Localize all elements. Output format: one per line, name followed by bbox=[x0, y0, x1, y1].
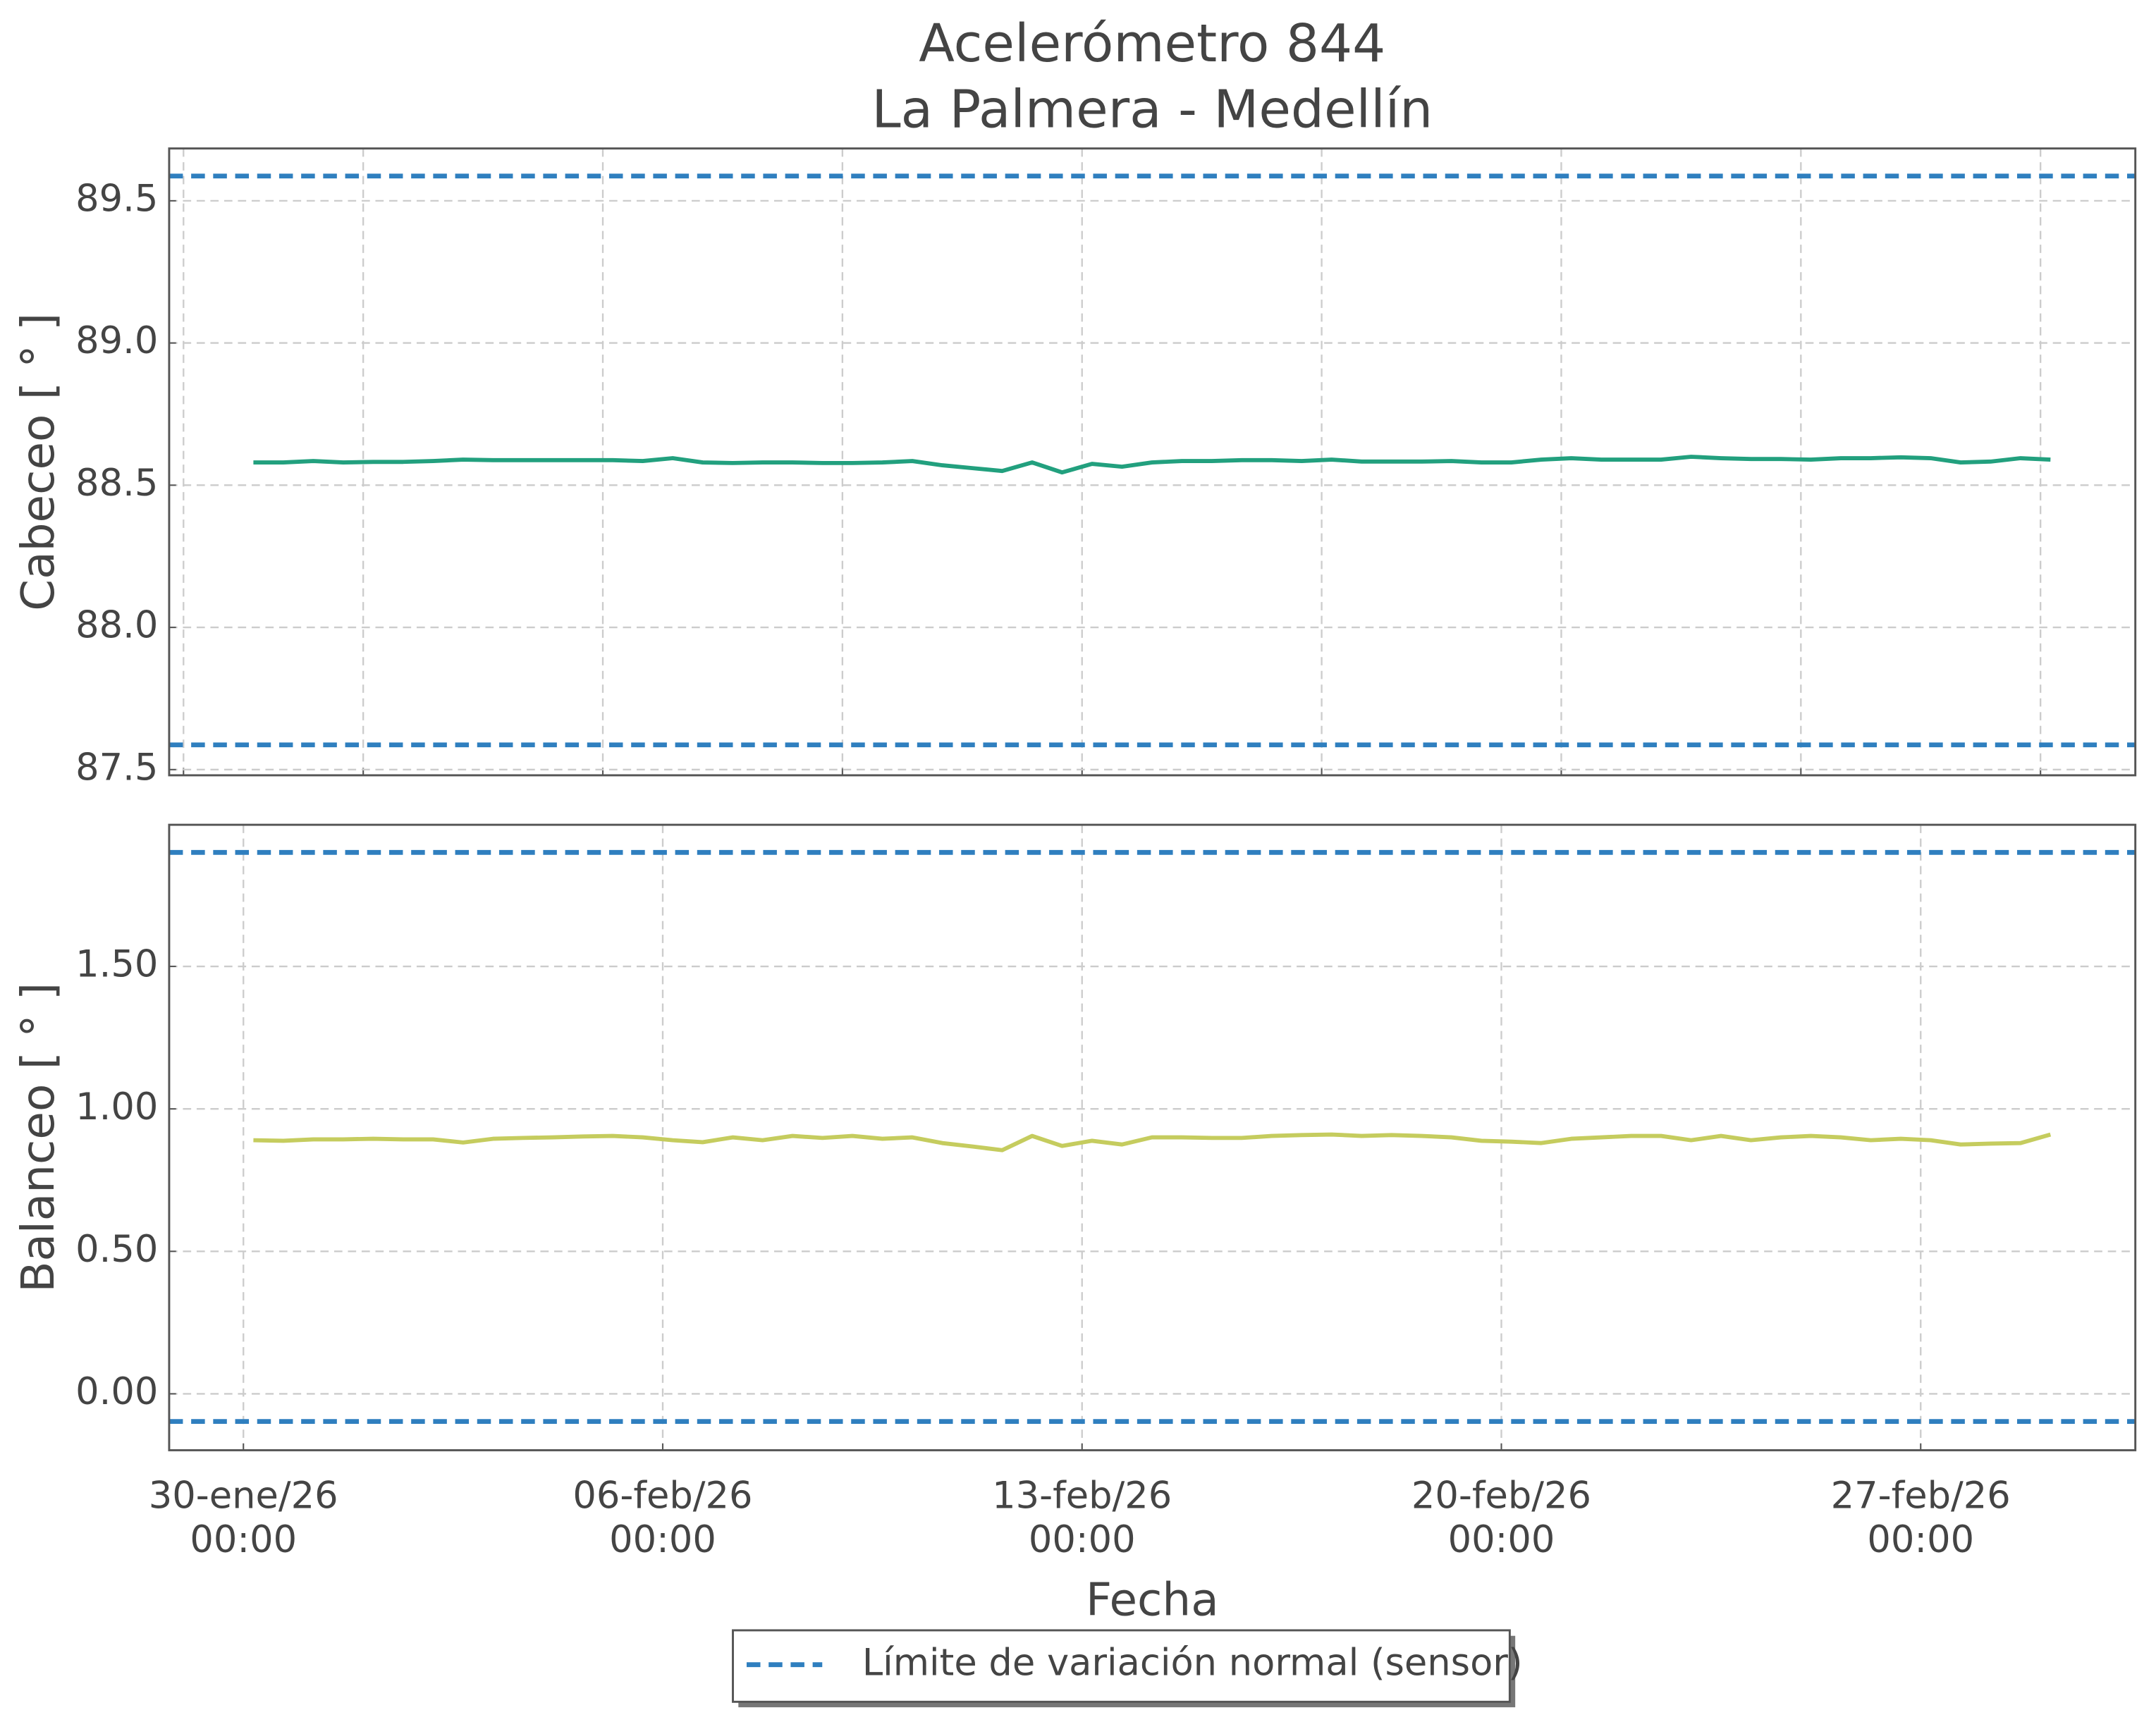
legend-label: Límite de variación normal (sensor) bbox=[862, 1641, 1523, 1684]
plot-frame bbox=[168, 147, 2137, 777]
y-tick-label: 1.00 bbox=[75, 1086, 158, 1128]
x-tick-label: 20-feb/26 00:00 bbox=[1411, 1475, 1592, 1562]
y-tick-label: 88.0 bbox=[75, 604, 158, 647]
x-tick-label-box: 27-feb/26 00:00 bbox=[1830, 1475, 2011, 1562]
x-tick-label-box: 30-ene/26 00:00 bbox=[148, 1475, 338, 1562]
y-axis-label: Balanceo [ ° ] bbox=[12, 983, 65, 1293]
plot-frame bbox=[168, 823, 2137, 1451]
chart-title: Acelerómetro 844 bbox=[919, 13, 1385, 74]
x-tick-label: 27-feb/26 00:00 bbox=[1830, 1475, 2011, 1562]
x-tick-label: 30-ene/26 00:00 bbox=[148, 1475, 338, 1562]
x-tick-label: 13-feb/26 00:00 bbox=[992, 1475, 1172, 1562]
y-tick-label: 89.0 bbox=[75, 319, 158, 362]
x-tick-label-box: 20-feb/26 00:00 bbox=[1411, 1475, 1592, 1562]
y-tick-label: 89.5 bbox=[75, 178, 158, 221]
x-axis-label: Fecha bbox=[1086, 1573, 1219, 1626]
y-tick-label: 87.5 bbox=[75, 746, 158, 789]
y-tick-label: 88.5 bbox=[75, 462, 158, 505]
y-tick-label: 1.50 bbox=[75, 943, 158, 986]
data-line bbox=[253, 1132, 2052, 1152]
chart-subtitle: La Palmera - Medellín bbox=[871, 79, 1433, 140]
y-tick-label: 0.50 bbox=[75, 1228, 158, 1271]
y-axis-label: Cabeceo [ ° ] bbox=[12, 313, 65, 611]
x-tick-label-box: 13-feb/26 00:00 bbox=[992, 1475, 1172, 1562]
data-line bbox=[253, 455, 2051, 475]
x-tick-label-box: 06-feb/26 00:00 bbox=[572, 1475, 753, 1562]
y-tick-label: 0.00 bbox=[75, 1370, 158, 1413]
legend bbox=[732, 1629, 1511, 1703]
x-tick-label: 06-feb/26 00:00 bbox=[572, 1475, 753, 1562]
